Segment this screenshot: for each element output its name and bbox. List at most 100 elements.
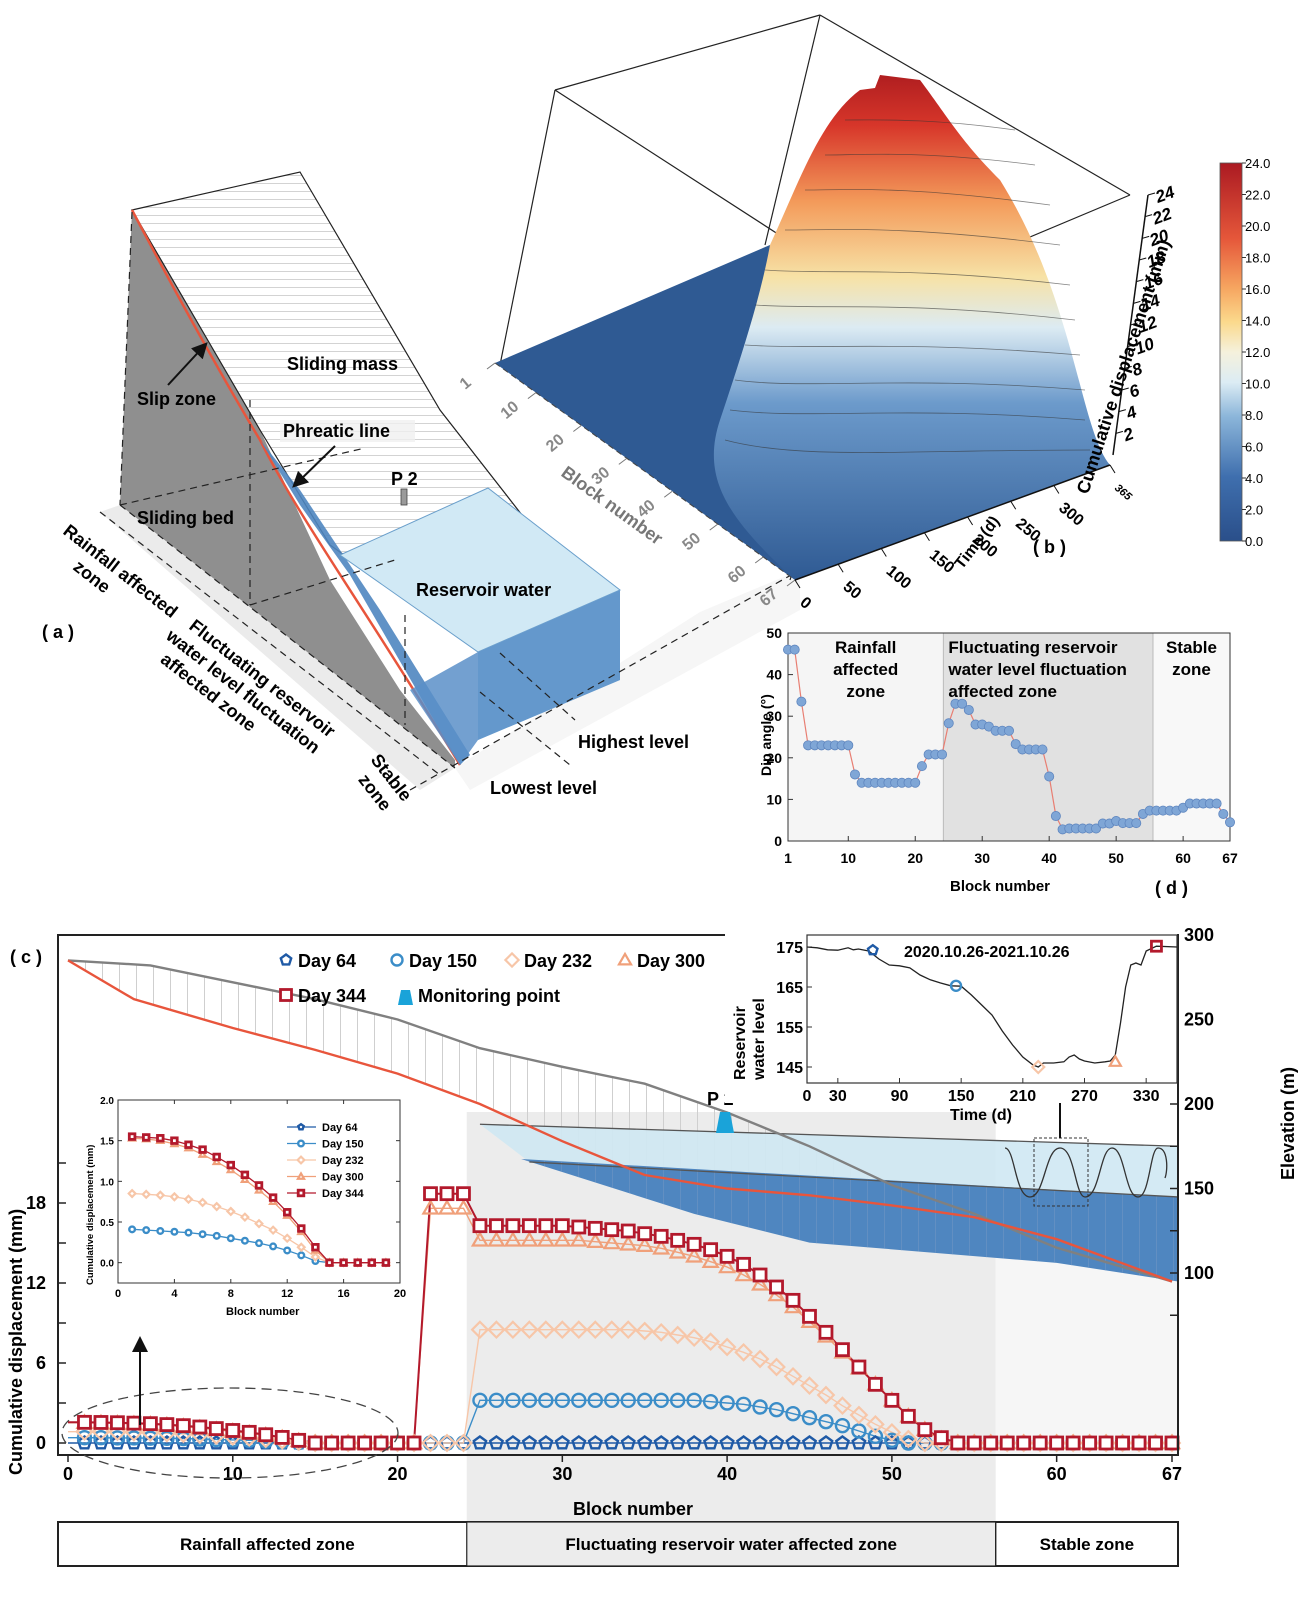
i1-point-day232 bbox=[225, 1206, 236, 1217]
c-point-day344 bbox=[868, 1376, 883, 1392]
c-point-day344 bbox=[159, 1417, 175, 1432]
c-point-day344 bbox=[373, 1435, 389, 1451]
i2-xtick-label: 330 bbox=[1133, 1088, 1160, 1105]
inset-reservoir-water-level: 0 30 90 150 210 270 330 145 155 165 175 2020.10.26… bbox=[725, 933, 1178, 1124]
c-point-day344 bbox=[637, 1226, 653, 1242]
c-point-day150 bbox=[884, 1432, 900, 1449]
zone-table-cell-fluct bbox=[466, 1521, 997, 1567]
c-point-day344 bbox=[917, 1422, 933, 1438]
c-point-day344 bbox=[752, 1267, 768, 1283]
c-point-day344 bbox=[835, 1342, 850, 1358]
i1-legend-label: Day 64 bbox=[322, 1122, 358, 1134]
c-point-day150 bbox=[109, 1430, 126, 1446]
i1-point-day344 bbox=[339, 1258, 348, 1267]
d-ytick-label: 50 bbox=[766, 625, 782, 641]
i1-legend-label: Day 300 bbox=[322, 1172, 364, 1184]
c-point-day64 bbox=[620, 1435, 636, 1450]
d-zone-label: zone bbox=[846, 682, 885, 701]
legend-marker-day344 bbox=[279, 988, 293, 1002]
c-point-day344 bbox=[241, 1424, 257, 1440]
b-ylabel: Time (d) bbox=[952, 513, 1004, 572]
c-point-day232 bbox=[503, 1320, 523, 1340]
c-point-day150 bbox=[867, 1428, 884, 1445]
lowest-level-line bbox=[529, 1161, 1179, 1198]
c-point-day344 bbox=[258, 1427, 274, 1443]
i1-point-day344 bbox=[297, 1224, 306, 1233]
z-tick bbox=[1130, 322, 1138, 326]
i1-point-day300 bbox=[254, 1185, 264, 1194]
zone-table-label: Stable zone bbox=[1040, 1535, 1134, 1554]
block-tick-label: 50 bbox=[680, 530, 705, 555]
block-tick bbox=[786, 579, 796, 587]
c-point-day344 bbox=[851, 1359, 867, 1375]
block-tick bbox=[573, 425, 582, 432]
c-point-day300 bbox=[635, 1236, 654, 1252]
d-zone-label: affected zone bbox=[948, 682, 1057, 701]
i1-point-day150 bbox=[255, 1239, 264, 1248]
c-point-day344 bbox=[324, 1435, 340, 1451]
c-xtick-label: 67 bbox=[1162, 1464, 1182, 1484]
c-point-day150 bbox=[604, 1392, 620, 1409]
c-point-day300 bbox=[536, 1230, 555, 1247]
d-data-point bbox=[1131, 818, 1142, 829]
reservoir-low-water-hatch bbox=[521, 1158, 1178, 1282]
c-point-day232 bbox=[717, 1337, 737, 1357]
d-data-point bbox=[963, 704, 974, 715]
z-tick-label: 22 bbox=[1149, 204, 1175, 229]
d-data-point bbox=[1218, 808, 1229, 819]
i1-ytick-label: 1.0 bbox=[100, 1177, 114, 1188]
zone-table: Rainfall affected zone Fluctuating reserv… bbox=[57, 1521, 1179, 1567]
c-point-day344 bbox=[1148, 1435, 1163, 1451]
monitoring-point-marker bbox=[716, 1112, 734, 1133]
d-data-point bbox=[849, 769, 860, 780]
i2-ytick-label: 165 bbox=[776, 980, 803, 997]
c-point-day232 bbox=[602, 1320, 622, 1340]
zone-table-label: Fluctuating reservoir water affected zon… bbox=[565, 1535, 897, 1554]
c-point-day300 bbox=[421, 1198, 440, 1215]
c-point-day300 bbox=[751, 1274, 770, 1291]
c-point-day150 bbox=[538, 1392, 554, 1409]
d-zone-label: affected bbox=[833, 660, 898, 679]
c-point-day232 bbox=[849, 1405, 869, 1425]
i1-point-day344 bbox=[311, 1243, 320, 1252]
d-zone-band bbox=[788, 633, 944, 841]
slip-zone-line bbox=[130, 209, 462, 766]
c-ytick-label: 18 bbox=[26, 1193, 46, 1213]
reservoir-water-lower bbox=[410, 590, 620, 765]
i1-point-day300 bbox=[211, 1156, 222, 1166]
c-point-day232 bbox=[421, 1433, 440, 1453]
c-ytick-label: 12 bbox=[26, 1273, 46, 1293]
block-tick bbox=[709, 523, 719, 531]
c-point-day344 bbox=[950, 1435, 966, 1451]
i2-xtick-label: 90 bbox=[891, 1088, 909, 1105]
c-point-day344 bbox=[77, 1414, 92, 1430]
base-plane bbox=[100, 505, 455, 790]
c-point-day300 bbox=[586, 1232, 605, 1248]
c-point-day344 bbox=[208, 1421, 224, 1436]
block-tick bbox=[527, 392, 537, 399]
c-point-day344 bbox=[884, 1392, 900, 1408]
c-point-day344 bbox=[439, 1186, 455, 1202]
i1-point-day150 bbox=[226, 1234, 235, 1243]
i1-xtick-label: 20 bbox=[394, 1288, 406, 1300]
c-point-day232 bbox=[915, 1433, 935, 1453]
colorbar-tick-label: 0.0 bbox=[1245, 534, 1263, 549]
c-point-day64 bbox=[571, 1435, 587, 1450]
time-tick bbox=[1053, 485, 1060, 494]
d-ytick-label: 40 bbox=[766, 667, 782, 683]
c-point-day232 bbox=[866, 1414, 885, 1434]
d-data-point bbox=[1010, 739, 1021, 750]
d-xtick-label: 10 bbox=[840, 850, 856, 866]
c-point-day344 bbox=[340, 1435, 356, 1451]
c-point-day64 bbox=[785, 1435, 801, 1450]
i1-point-day150 bbox=[212, 1231, 221, 1240]
i2-xtick-label: 30 bbox=[829, 1088, 847, 1105]
c-point-day344 bbox=[653, 1228, 669, 1244]
i1-point-day300 bbox=[225, 1164, 236, 1174]
c-point-day150 bbox=[702, 1393, 719, 1410]
i1-legend-label: Day 150 bbox=[322, 1139, 364, 1151]
ground-surface-line bbox=[67, 959, 1173, 1283]
i1-legend-label: Day 232 bbox=[322, 1155, 364, 1167]
z-tick bbox=[1144, 214, 1153, 218]
c-point-day344 bbox=[390, 1435, 405, 1451]
